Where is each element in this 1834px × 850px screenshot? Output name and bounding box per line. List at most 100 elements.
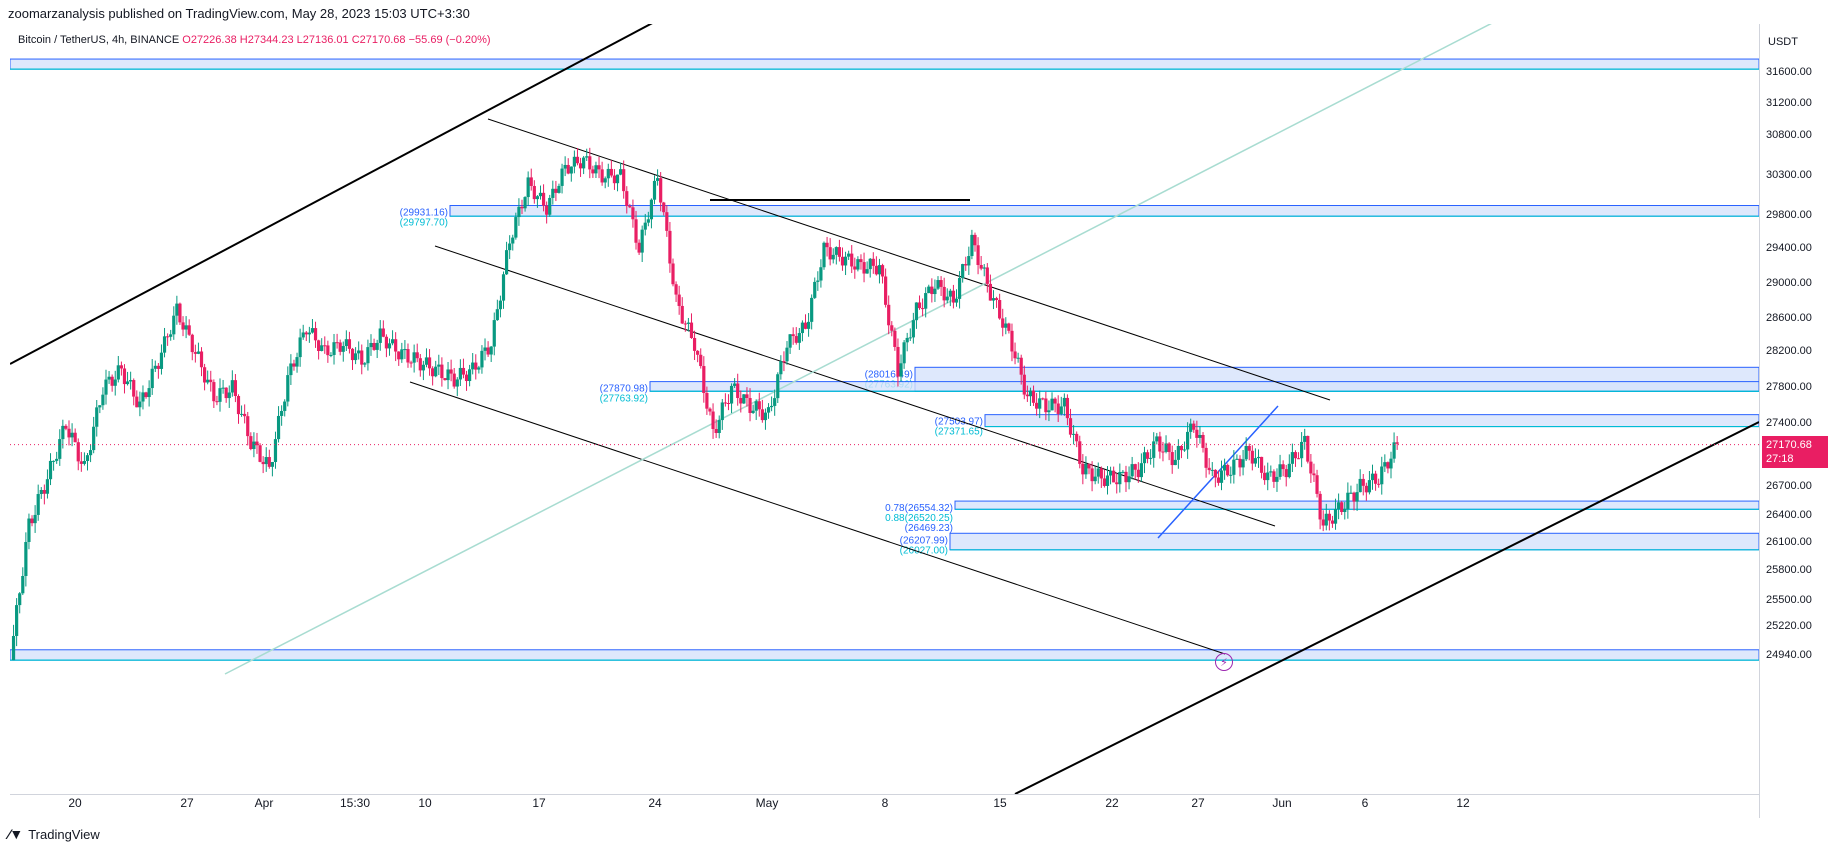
zone-7 [10, 649, 1759, 661]
time-axis[interactable]: 20 27 Apr 15:30 10 17 24 May 8 15 22 27 Jun 6 12 [10, 794, 1759, 816]
candle-body [911, 320, 915, 338]
candle-body [1182, 449, 1187, 451]
candle-body [745, 394, 749, 398]
price-tick: 24940.00 [1766, 649, 1812, 661]
candle-body [384, 336, 389, 349]
candle-body [36, 494, 40, 515]
candle-body [1075, 433, 1079, 442]
candle-body [138, 401, 142, 408]
candle-body [178, 303, 182, 323]
candle-body [1204, 447, 1208, 468]
time-axis-border [10, 794, 1759, 795]
candle-body [1170, 452, 1174, 466]
candle-body [125, 381, 130, 385]
footer-brand[interactable]: ⁄▼ TradingView [8, 826, 100, 842]
price-tick: 28200.00 [1766, 345, 1812, 357]
candle-body [169, 334, 173, 337]
candle-body [560, 168, 564, 186]
zone-1 [449, 205, 1759, 217]
candle-body [973, 234, 977, 246]
chart-pane[interactable]: (29931.16)(29797.70) (28016.49) (27763.92)… [10, 24, 1759, 794]
candle-body [1395, 442, 1399, 444]
candle-body [961, 264, 965, 279]
candle-body [1229, 474, 1233, 476]
candle-body [283, 401, 287, 411]
candle-body [1278, 464, 1282, 477]
candle-body [452, 373, 456, 387]
price-axis[interactable]: USDT 27170.68 27:18 31600.00 31200.00 3080… [1760, 24, 1834, 794]
candle-body [532, 185, 536, 200]
candle-body [1269, 471, 1273, 473]
candle-body [1136, 469, 1140, 478]
symbol-name[interactable]: Bitcoin / TetherUS, 4h, BINANCE [18, 34, 180, 46]
candle-body [52, 460, 56, 462]
candle-body [1130, 464, 1134, 477]
candle-body [859, 259, 863, 263]
legend-high: H27344.23 [239, 34, 294, 46]
candle-body [153, 365, 157, 369]
candle-body [1275, 476, 1279, 482]
candle-body [541, 192, 546, 206]
zone-label-4-1: (27371.65) [935, 427, 983, 438]
candle-body [166, 336, 170, 338]
candle-body [150, 368, 154, 389]
zone-label-6-0: (26207.99) [900, 535, 948, 546]
candle-body [535, 196, 540, 200]
zone-label-6-1: (26027.00) [900, 545, 948, 556]
candle-body [572, 156, 576, 167]
candle-body [310, 328, 315, 333]
candle-body [458, 367, 462, 380]
zone-label-5-2: (26469.23) [905, 523, 953, 534]
candle-body [1112, 470, 1116, 483]
candle-body [464, 374, 469, 382]
price-tick: 31600.00 [1766, 66, 1812, 78]
candle-body [1367, 480, 1372, 493]
candle-body [206, 379, 210, 383]
zone-0 [10, 58, 1759, 70]
flash-icon[interactable]: ⚡ [1215, 653, 1233, 671]
candle-body [289, 363, 293, 376]
candle-body [994, 298, 999, 301]
candle-body [449, 369, 453, 374]
candle-body [156, 365, 160, 369]
candle-body [628, 206, 632, 208]
candle-body [1081, 463, 1085, 475]
channel-upper-line [487, 118, 1331, 401]
candle-body [1253, 458, 1258, 464]
candle-body [939, 280, 943, 287]
candle-body [1001, 318, 1005, 328]
candle-body [1309, 461, 1313, 474]
candle-body [1287, 463, 1291, 478]
candle-body [236, 396, 241, 415]
candle-body [341, 346, 345, 352]
candle-body [492, 320, 496, 347]
candle-body [1324, 513, 1328, 526]
candle-body [129, 380, 133, 382]
candle-body [646, 219, 650, 223]
candle-body [375, 342, 379, 350]
candle-body [884, 276, 888, 305]
candle-body [760, 409, 764, 421]
zone-6 [949, 532, 1759, 551]
candle-body [427, 357, 432, 369]
candle-body [76, 442, 80, 462]
candle-body [1358, 478, 1362, 493]
candle-body [224, 387, 228, 399]
zone-4 [984, 414, 1759, 428]
candle-body [862, 262, 866, 274]
legend-low: L27136.01 [296, 34, 349, 46]
candle-body [1115, 482, 1119, 485]
candle-body [27, 518, 31, 542]
candle-body [834, 247, 838, 255]
candle-body [659, 178, 663, 203]
candle-body [1210, 469, 1214, 471]
candle-body [1179, 445, 1184, 451]
price-chart[interactable]: (29931.16)(29797.70) (28016.49) (27763.92)… [10, 24, 1759, 794]
candle-body [1099, 468, 1103, 479]
candle-body [335, 342, 339, 344]
candle-body [1266, 472, 1270, 481]
zone-label-1-0: (29931.16) [400, 208, 448, 219]
candle-body [1038, 398, 1042, 409]
price-tick: 26100.00 [1766, 536, 1812, 548]
candle-body [1028, 390, 1033, 397]
